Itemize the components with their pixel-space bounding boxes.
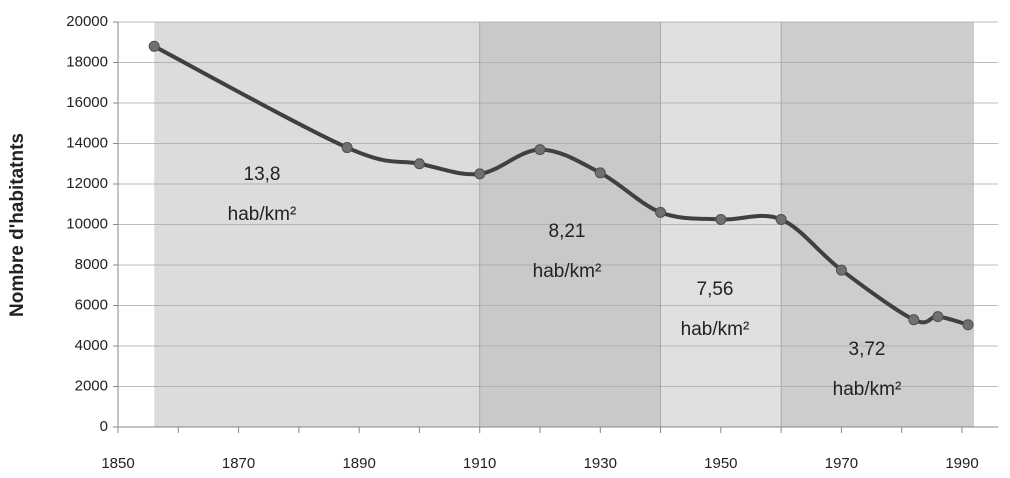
band-label: 13,8 [244, 164, 281, 185]
band-label: 3,72 [849, 339, 886, 360]
point [715, 213, 727, 225]
point [775, 213, 787, 225]
y-tick-label: 10000 [66, 215, 108, 232]
y-tick-label: 18000 [66, 53, 108, 70]
band-unit: hab/km² [533, 261, 602, 282]
x-tick-label: 1950 [704, 455, 737, 472]
point [932, 311, 944, 323]
band-label: 8,21 [549, 221, 586, 242]
y-tick-label: 16000 [66, 94, 108, 111]
x-tick-label: 1910 [463, 455, 496, 472]
y-tick-label: 20000 [66, 13, 108, 30]
point [655, 206, 667, 218]
y-tick-label: 12000 [66, 175, 108, 192]
y-tick-label: 8000 [75, 256, 108, 273]
band-unit: hab/km² [833, 379, 902, 400]
y-tick-label: 4000 [75, 337, 108, 354]
band-label: 7,56 [697, 279, 734, 300]
y-tick-label: 0 [100, 418, 108, 435]
x-tick-label: 1990 [945, 455, 978, 472]
point [413, 158, 425, 170]
line [153, 44, 969, 327]
x-tick-label: 1870 [222, 455, 255, 472]
point [474, 168, 486, 180]
y-tick-label: 14000 [66, 134, 108, 151]
y-tick-label: 6000 [75, 296, 108, 313]
point [835, 264, 847, 276]
band-unit: hab/km² [681, 319, 750, 340]
point [962, 319, 974, 331]
point [908, 314, 920, 326]
x-tick-label: 1970 [825, 455, 858, 472]
y-axis-label: Nombre d'habitatnts [7, 133, 28, 317]
band-unit: hab/km² [228, 204, 297, 225]
point [148, 40, 160, 52]
x-tick-label: 1890 [342, 455, 375, 472]
y-tick-label: 2000 [75, 377, 108, 394]
point [594, 167, 606, 179]
x-tick-label: 1930 [584, 455, 617, 472]
point [341, 142, 353, 154]
point [534, 144, 546, 156]
x-tick-label: 1850 [101, 455, 134, 472]
